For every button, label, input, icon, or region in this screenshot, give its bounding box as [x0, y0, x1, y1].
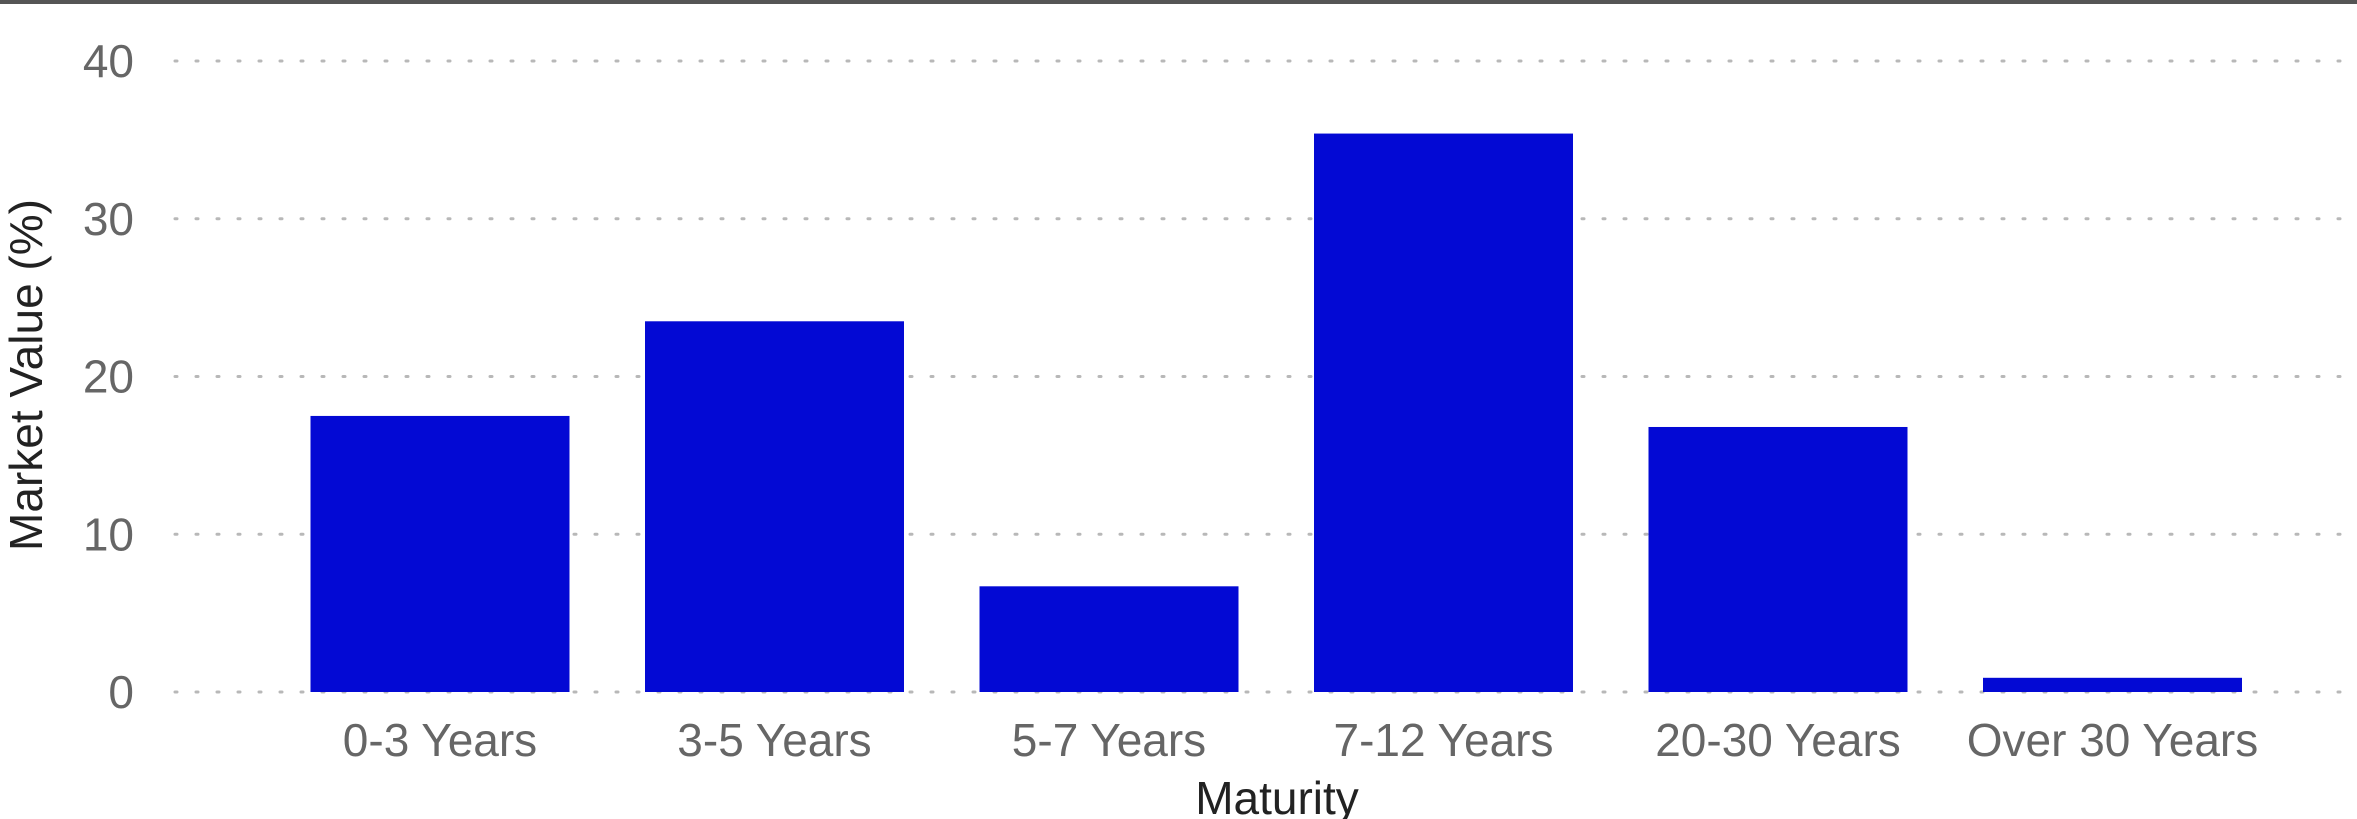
x-tick-label: 5-7 Years [1012, 714, 1206, 766]
y-tick-layer: 0 10 20 30 40 [83, 35, 134, 718]
y-tick-label: 30 [83, 193, 134, 245]
bar-layer [310, 133, 2242, 692]
bar-3-5-years [645, 321, 904, 692]
y-tick-label: 20 [83, 351, 134, 403]
y-tick-label: 10 [83, 508, 134, 560]
bar-over-30-years [1983, 677, 2242, 692]
x-axis-title: Maturity [1195, 772, 1359, 819]
x-tick-label: 7-12 Years [1334, 714, 1554, 766]
x-tick-label: Over 30 Years [1967, 714, 2259, 766]
bar-0-3-years [310, 415, 570, 692]
top-border [0, 0, 2357, 4]
bar-20-30-years [1648, 426, 1908, 692]
y-tick-label: 40 [83, 35, 134, 87]
x-tick-label: 3-5 Years [677, 714, 871, 766]
y-axis-title: Market Value (%) [0, 199, 52, 551]
x-tick-label: 20-30 Years [1655, 714, 1901, 766]
bar-5-7-years [979, 586, 1239, 692]
y-tick-label: 0 [108, 666, 134, 718]
x-tick-label: 0-3 Years [343, 714, 537, 766]
bar-7-12-years [1314, 133, 1573, 692]
x-tick-layer: 0-3 Years 3-5 Years 5-7 Years 7-12 Years 20-… [343, 714, 2258, 766]
grid-layer [173, 59, 2357, 694]
